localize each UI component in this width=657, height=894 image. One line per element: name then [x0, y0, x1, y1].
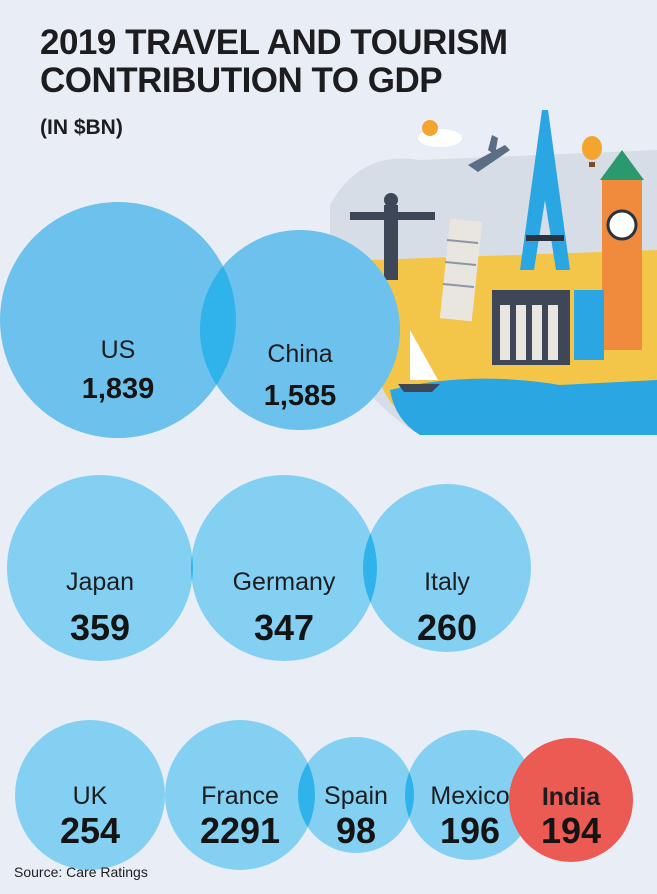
bubble-label-mexico: Mexico	[430, 782, 509, 810]
bubble-label-france: France	[201, 782, 279, 810]
bubble-japan	[7, 475, 193, 661]
bubble-value-mexico: 196	[440, 810, 500, 851]
bubble-italy	[363, 484, 531, 652]
chart-title-line2: CONTRIBUTION TO GDP	[40, 61, 443, 100]
bubble-value-uk: 254	[60, 810, 120, 851]
sailboat-icon	[398, 330, 440, 392]
hot-air-balloon-icon	[582, 136, 602, 167]
bubble-label-china: China	[267, 340, 332, 368]
bubble-label-uk: UK	[73, 782, 108, 810]
bubble-value-germany: 347	[254, 607, 314, 648]
bubble-label-germany: Germany	[233, 568, 336, 596]
chart-subtitle: (IN $BN)	[40, 116, 123, 139]
eiffel-tower-icon	[520, 110, 570, 270]
bubbles-layer	[0, 202, 633, 870]
airplane-icon	[468, 135, 510, 172]
bubble-us	[0, 202, 236, 438]
bubble-label-japan: Japan	[66, 568, 134, 596]
bubble-label-india: India	[542, 783, 601, 811]
bubble-mexico	[405, 730, 535, 860]
bubble-china	[200, 230, 400, 430]
bubble-value-china: 1,585	[264, 380, 337, 412]
bubble-value-us: 1,839	[82, 373, 155, 405]
chart-title-line1: 2019 TRAVEL AND TOURISM	[40, 23, 508, 62]
bubble-label-us: US	[101, 336, 136, 364]
cloud-icon	[418, 120, 462, 147]
bubble-france	[165, 720, 315, 870]
source-note: Source: Care Ratings	[14, 864, 148, 880]
bubble-uk	[15, 720, 165, 870]
bubble-value-france: 2291	[200, 810, 280, 851]
bubble-value-spain: 98	[336, 810, 376, 851]
christ-redeemer-statue-icon	[350, 193, 435, 280]
bubble-value-japan: 359	[70, 607, 130, 648]
labels-layer: US 1,839 China 1,585 Japan 359 Germany 347 Italy…	[60, 336, 601, 851]
bubble-germany	[191, 475, 377, 661]
bubble-value-italy: 260	[417, 607, 477, 648]
monument-building-icon	[492, 290, 604, 365]
bubble-label-italy: Italy	[424, 568, 470, 596]
big-ben-icon	[600, 150, 644, 350]
bubble-spain	[298, 737, 414, 853]
bubble-value-india: 194	[541, 810, 601, 851]
leaning-tower-icon	[439, 218, 483, 322]
bubble-india	[509, 738, 633, 862]
bubble-label-spain: Spain	[324, 782, 388, 810]
chart-title: 2019 TRAVEL AND TOURISM CONTRIBUTION TO …	[40, 24, 508, 100]
